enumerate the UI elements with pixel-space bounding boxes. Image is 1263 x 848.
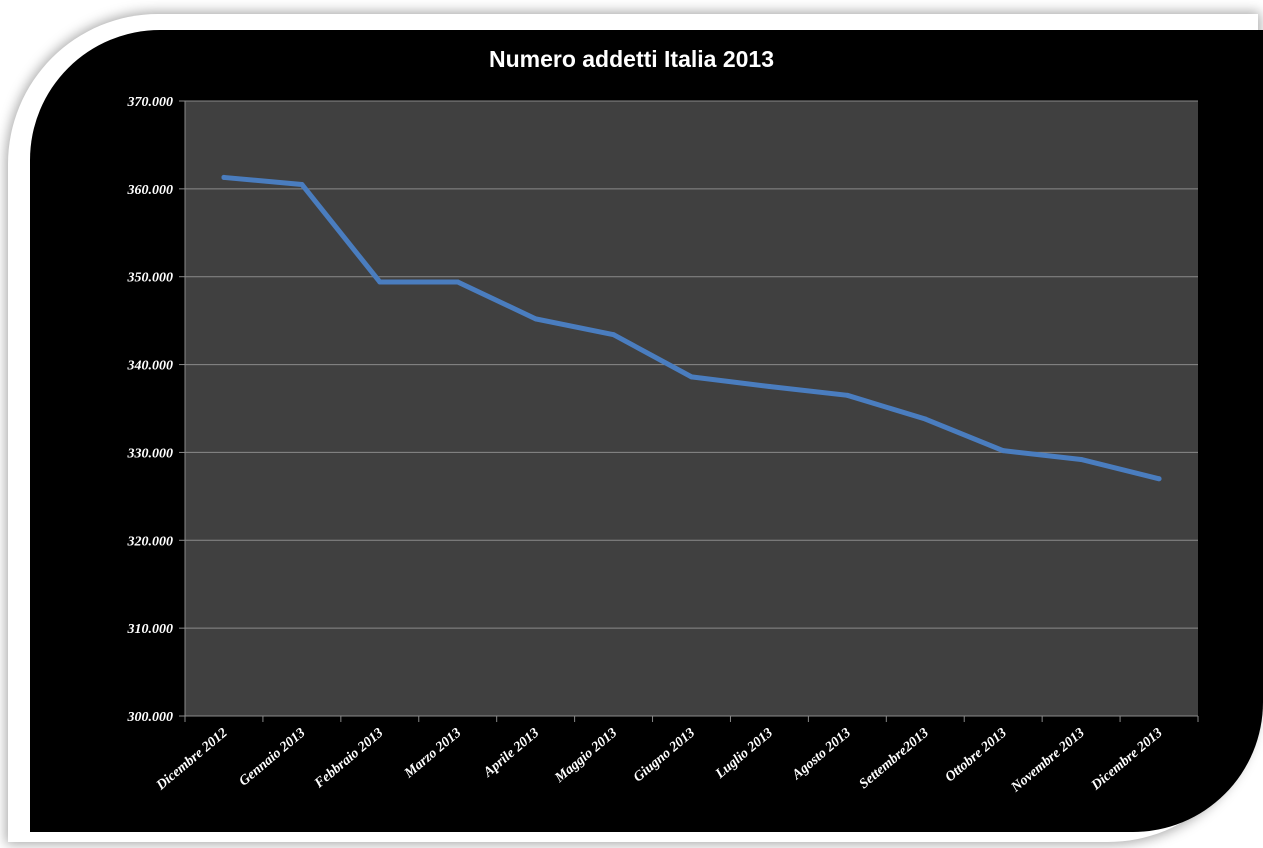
data-point xyxy=(922,416,928,422)
y-tick-label: 360.000 xyxy=(127,183,174,198)
x-tick-label: Ottobre 2013 xyxy=(943,726,1010,786)
data-point xyxy=(844,392,850,398)
x-tick-label: Novembre 2013 xyxy=(1008,726,1088,796)
x-tick-label: Gennaio 2013 xyxy=(237,726,309,790)
x-tick-label: Luglio 2013 xyxy=(712,726,776,783)
x-tick-label: Marzo 2013 xyxy=(401,726,464,782)
data-point xyxy=(455,279,461,285)
y-tick-label: 370.000 xyxy=(127,95,174,110)
data-point xyxy=(377,279,383,285)
y-tick-label: 340.000 xyxy=(127,359,174,374)
x-tick-label: Settembre2013 xyxy=(857,726,932,792)
y-tick-label: 300.000 xyxy=(127,710,174,725)
y-tick-label: 320.000 xyxy=(127,534,174,549)
y-tick-label: 330.000 xyxy=(127,446,174,461)
data-point xyxy=(689,374,694,380)
x-tick-label: Aprile 2013 xyxy=(480,726,542,781)
data-point xyxy=(1000,448,1006,454)
x-tick-label: Agosto 2013 xyxy=(789,726,854,784)
x-tick-label: Maggio 2013 xyxy=(552,726,621,787)
x-tick-label: Febbraio 2013 xyxy=(311,726,386,792)
data-point xyxy=(533,316,539,322)
y-tick-label: 350.000 xyxy=(127,271,174,286)
data-point xyxy=(1156,476,1162,482)
x-tick-label: Dicembre 2012 xyxy=(153,726,230,794)
data-point xyxy=(221,174,227,180)
data-point xyxy=(766,384,772,390)
x-tick-label: Giugno 2013 xyxy=(631,726,698,786)
chart-title: Numero addetti Italia 2013 xyxy=(488,46,775,72)
data-point xyxy=(299,181,305,187)
y-tick-label: 310.000 xyxy=(127,622,174,637)
plot-area xyxy=(185,101,1198,716)
data-point xyxy=(611,332,617,338)
x-tick-label: Dicembre 2013 xyxy=(1088,726,1165,794)
data-point xyxy=(1078,456,1084,462)
